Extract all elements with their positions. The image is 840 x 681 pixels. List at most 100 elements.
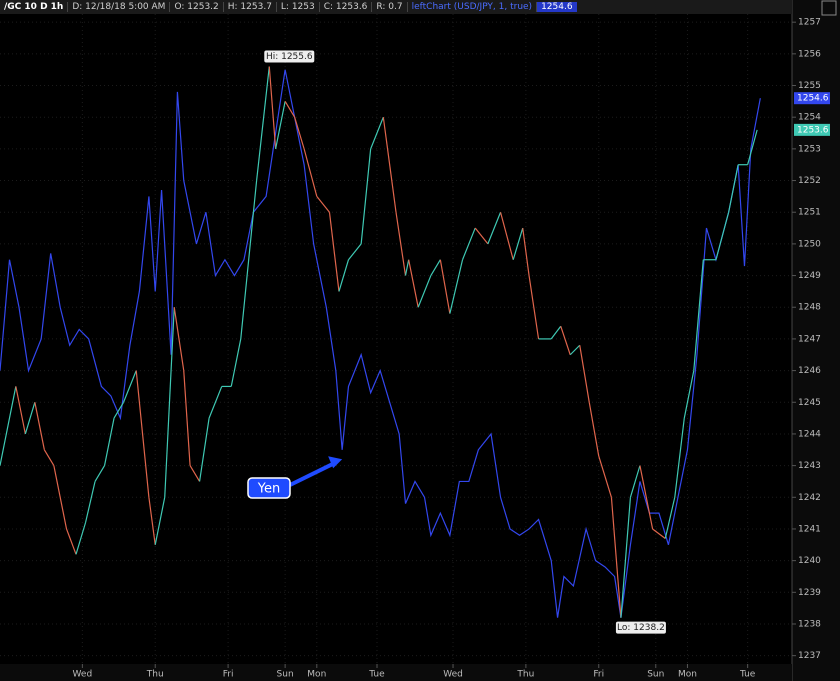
gold-segment xyxy=(75,522,87,555)
gold-segment xyxy=(408,259,419,308)
gold-segment xyxy=(113,401,125,419)
y-tick-label: 1250 xyxy=(798,239,821,249)
gold-segment xyxy=(338,259,350,292)
gold-segment xyxy=(461,227,476,260)
yen-box xyxy=(247,477,291,499)
gold-segment xyxy=(715,212,730,260)
x-tick-label: Tue xyxy=(739,670,756,680)
gold-segment xyxy=(148,497,156,545)
gold-segment xyxy=(65,528,77,555)
gold-segment xyxy=(522,227,530,276)
y-tick-label: 1253 xyxy=(798,144,821,154)
gold-segment xyxy=(528,275,540,340)
yen-label: Yen xyxy=(257,482,280,497)
gold-segment xyxy=(208,386,223,419)
annotation-box xyxy=(615,621,666,634)
y-tick-label: 1243 xyxy=(798,461,821,471)
gold-segment xyxy=(417,275,432,308)
gold-segment xyxy=(275,101,286,149)
x-tick-label: Fri xyxy=(223,670,234,680)
y-tick-label: 1238 xyxy=(798,619,821,629)
gold-segment xyxy=(256,66,270,181)
x-tick-label: Thu xyxy=(146,670,164,680)
yen-line xyxy=(0,69,761,618)
x-tick-label: Thu xyxy=(516,670,534,680)
y-tick-label: 1251 xyxy=(798,208,821,218)
gold-segment xyxy=(268,66,277,149)
gold-segment xyxy=(249,180,258,244)
gold-segment xyxy=(620,497,632,618)
last-price-box xyxy=(794,92,830,105)
gold-segment xyxy=(588,402,600,457)
gold-segment xyxy=(135,370,150,498)
x-tick-label: Sun xyxy=(277,670,294,680)
gold-segment xyxy=(674,418,685,498)
gold-segment xyxy=(189,465,201,482)
gold-segment xyxy=(370,116,384,150)
corner-icon[interactable] xyxy=(821,0,837,16)
high: H: 1253.7 xyxy=(224,2,277,12)
gold-segment xyxy=(43,449,55,466)
gold-segment xyxy=(683,370,695,419)
gold-segment xyxy=(348,243,362,261)
y-tick-label: 1252 xyxy=(798,176,821,186)
gold-segment xyxy=(164,307,175,498)
gold-segment xyxy=(629,465,641,498)
gold-segment xyxy=(154,497,166,545)
x-tick-label: Fri xyxy=(593,670,604,680)
gold-segment xyxy=(173,307,185,371)
gold-segment xyxy=(569,344,581,356)
gold-segment xyxy=(103,417,115,466)
gold-segment xyxy=(122,370,137,403)
gold-segment xyxy=(430,259,441,276)
x-tick-label: Mon xyxy=(307,670,326,680)
close: C: 1253.6 xyxy=(320,2,373,12)
gold-segment xyxy=(360,148,372,244)
gold-segment xyxy=(183,370,191,466)
gold-segment xyxy=(328,212,340,292)
range: R: 0.7 xyxy=(372,2,408,12)
gold-segment xyxy=(303,148,318,197)
gold-segment xyxy=(560,326,571,355)
y-tick-label: 1257 xyxy=(798,18,821,28)
gold-segment xyxy=(284,101,296,118)
gold-segment xyxy=(474,227,489,245)
y-tick-label: 1254 xyxy=(798,113,821,123)
y-tick-label: 1239 xyxy=(798,588,821,598)
x-tick-label: Mon xyxy=(678,670,697,680)
gold-segment xyxy=(0,386,17,466)
gold-segment xyxy=(610,497,622,618)
x-tick-label: Tue xyxy=(368,670,385,680)
gold-segment xyxy=(198,418,210,482)
y-tick-label: 1242 xyxy=(798,493,821,503)
gold-segment xyxy=(294,117,305,150)
y-tick-label: 1245 xyxy=(798,398,821,408)
y-tick-label: 1249 xyxy=(798,271,821,281)
gold-segment xyxy=(404,259,410,276)
gold-segment xyxy=(664,497,676,539)
symbol: /GC 10 D 1h xyxy=(0,2,69,12)
gold-segment xyxy=(34,402,45,450)
gold-segment xyxy=(579,345,590,403)
y-tick-label: 1255 xyxy=(798,81,821,91)
study-value: 1254.6 xyxy=(537,2,577,12)
annotation-box xyxy=(264,50,315,63)
gold-segment xyxy=(382,117,397,213)
x-tick-label: Sun xyxy=(647,670,664,680)
y-tick-label: 1237 xyxy=(798,651,821,661)
gold-segment xyxy=(53,465,68,530)
open: O: 1253.2 xyxy=(170,2,224,12)
yen-arrowhead xyxy=(328,456,343,469)
gold-segment xyxy=(728,164,739,213)
last-price-label: 1254.6 xyxy=(797,94,829,104)
date: D: 12/18/18 5:00 AM xyxy=(68,2,171,12)
gold-segment xyxy=(499,212,514,260)
gold-segment xyxy=(652,528,666,539)
header: /GC 10 D 1h D: 12/18/18 5:00 AM O: 1253.… xyxy=(0,0,792,14)
gold-segment xyxy=(316,196,330,213)
y-tick-label: 1247 xyxy=(798,334,821,344)
y-tick-label: 1244 xyxy=(798,429,821,439)
yen-arrow xyxy=(289,460,338,487)
last-price-box xyxy=(794,123,830,136)
